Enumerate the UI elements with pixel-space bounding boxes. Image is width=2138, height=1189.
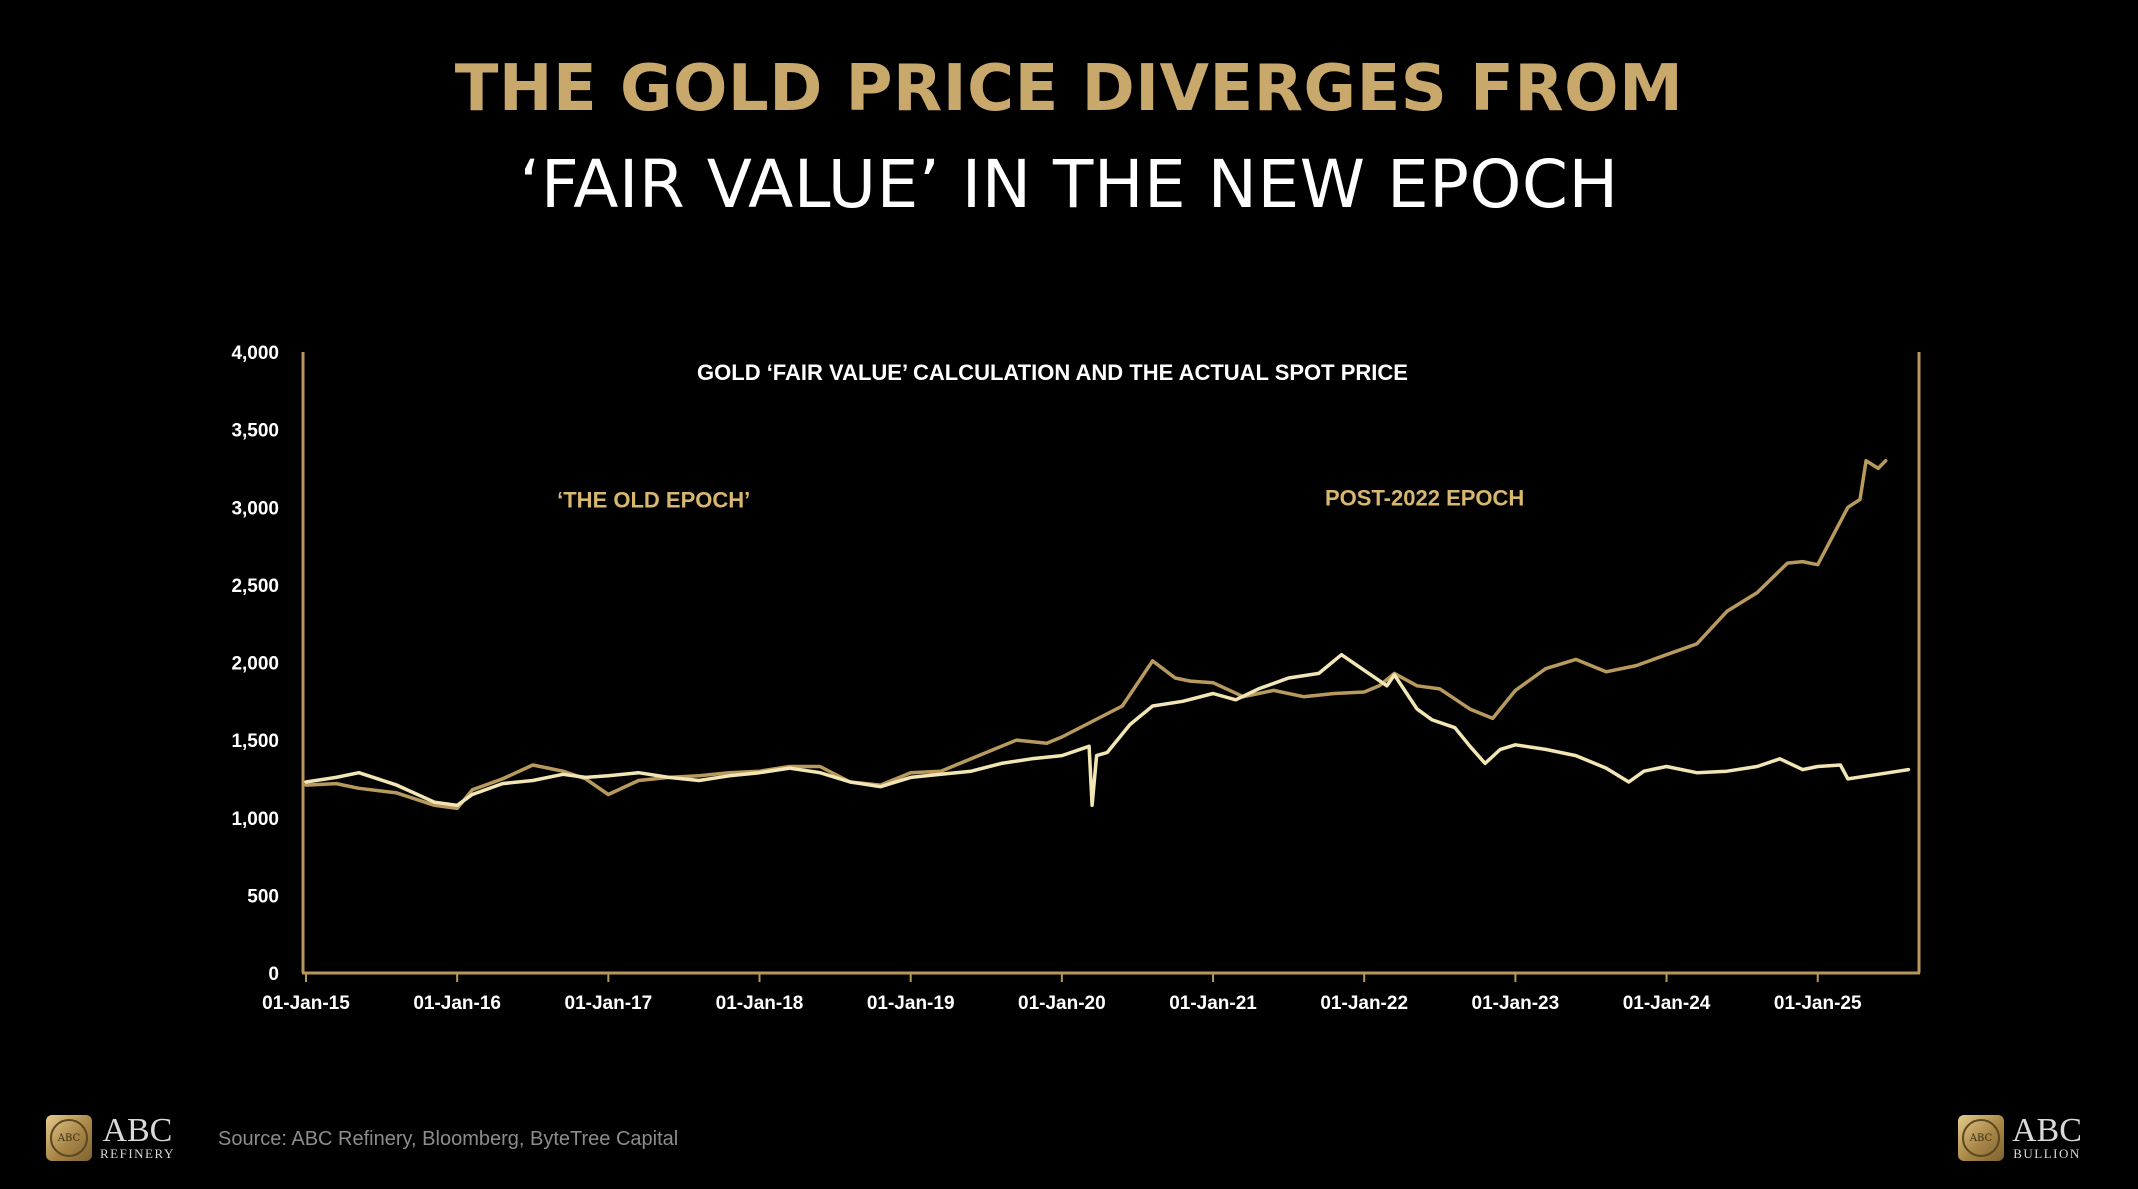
logo-sub-text: BULLION [2013, 1146, 2081, 1161]
source-note: Source: ABC Refinery, Bloomberg, ByteTre… [218, 1128, 679, 1150]
chart-series [304, 458, 1911, 811]
logo-badge-icon: ABC [46, 1115, 92, 1161]
y-tick-label: 2,500 [231, 576, 279, 597]
epoch-annotation: POST-2022 EPOCH [1325, 486, 1524, 511]
y-tick-label: 1,500 [231, 731, 279, 752]
series-line [304, 652, 1911, 808]
x-tick-label: 01-Jan-18 [716, 993, 804, 1014]
abc-bullion-logo: ABC ABC BULLION [1958, 1110, 2082, 1166]
chart-axes [301, 352, 1921, 975]
y-tick-label: 3,000 [231, 498, 279, 519]
x-tick-label: 01-Jan-22 [1320, 993, 1408, 1014]
y-tick-label: 4,000 [231, 343, 279, 364]
y-tick-label: 0 [268, 964, 279, 985]
chart-title: GOLD ‘FAIR VALUE’ CALCULATION AND THE AC… [697, 360, 1408, 385]
x-tick-label: 01-Jan-19 [867, 993, 955, 1014]
y-tick-label: 3,500 [231, 421, 279, 442]
y-tick-label: 2,000 [231, 654, 279, 675]
epoch-annotation: ‘THE OLD EPOCH’ [557, 487, 750, 512]
chart-annotations: ‘THE OLD EPOCH’ POST-2022 EPOCH [557, 486, 1524, 513]
x-tick-label: 01-Jan-16 [413, 993, 501, 1014]
y-tick-label: 500 [247, 886, 279, 907]
x-tick-label: 01-Jan-20 [1018, 993, 1106, 1014]
x-tick-label: 01-Jan-25 [1774, 993, 1862, 1014]
y-tick-label: 1,000 [231, 809, 279, 830]
x-tick-label: 01-Jan-21 [1169, 993, 1257, 1014]
headline-line-1: THE GOLD PRICE DIVERGES FROM [454, 52, 1684, 126]
logo-main-text: ABC [2012, 1112, 2082, 1149]
logo-text: ABC REFINERY [100, 1112, 175, 1161]
chart-ticks: 0 500 1,000 1,500 2,000 2,500 3,000 3,500 4,000 0… [231, 343, 1862, 1014]
logo-badge-text: ABC [1962, 1119, 2000, 1157]
logo-badge-icon: ABC [1958, 1115, 2004, 1161]
logo-sub-text: REFINERY [100, 1146, 175, 1161]
x-tick-label: 01-Jan-15 [262, 993, 350, 1014]
headline-line-2: ‘FAIR VALUE’ IN THE NEW EPOCH [519, 146, 1619, 223]
logo-text: ABC BULLION [2012, 1112, 2082, 1161]
logo-badge-text: ABC [50, 1119, 88, 1157]
x-tick-label: 01-Jan-17 [565, 993, 653, 1014]
x-tick-label: 01-Jan-23 [1472, 993, 1560, 1014]
abc-refinery-logo: ABC ABC REFINERY [46, 1110, 175, 1166]
logo-main-text: ABC [102, 1112, 173, 1149]
x-tick-label: 01-Jan-24 [1623, 993, 1711, 1014]
